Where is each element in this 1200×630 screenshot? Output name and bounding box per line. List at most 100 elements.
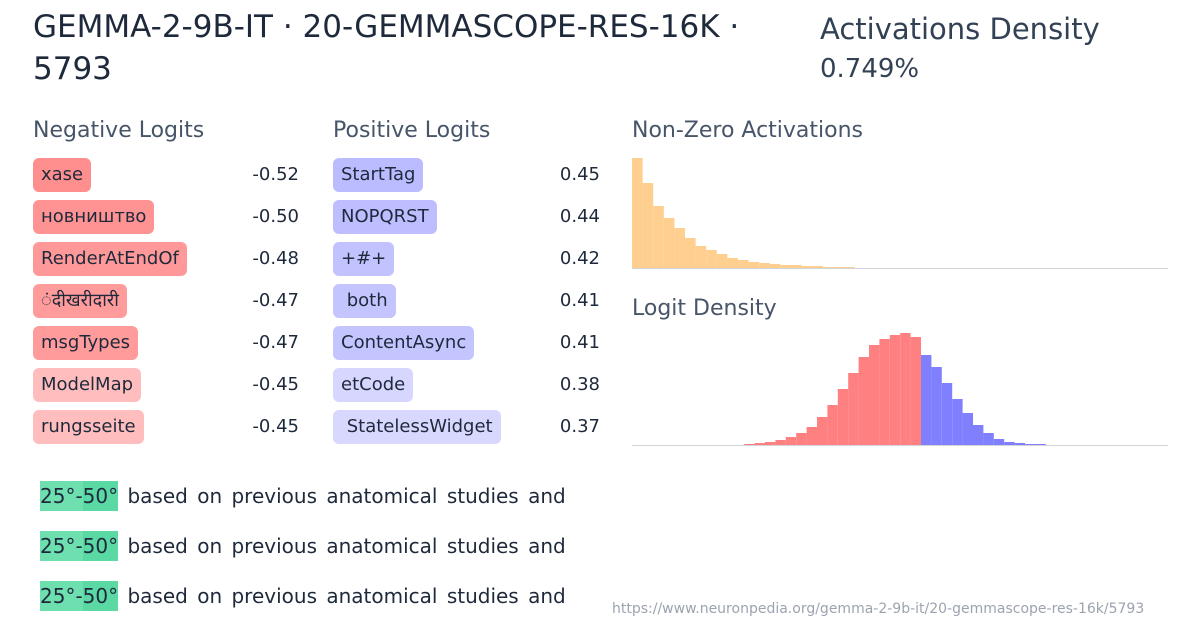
token-chip: +#+ bbox=[333, 242, 395, 276]
logit-value: -0.52 bbox=[252, 164, 299, 185]
bar bbox=[931, 367, 942, 445]
bar bbox=[1025, 444, 1036, 445]
example-row: 25°-50° based on previous anatomical stu… bbox=[40, 529, 566, 563]
token-chip: rungsseite bbox=[33, 410, 144, 444]
bar bbox=[973, 425, 984, 445]
token: 50° bbox=[82, 581, 119, 611]
token-chip: ंदीखरीदारी bbox=[33, 284, 127, 318]
bar bbox=[727, 258, 738, 268]
bar bbox=[706, 250, 717, 268]
bar bbox=[632, 158, 643, 268]
example-row: 25°-50° based on previous anatomical stu… bbox=[40, 479, 566, 513]
token-chip: StartTag bbox=[333, 158, 424, 192]
density-value: 0.749% bbox=[820, 54, 920, 84]
token-chip: both bbox=[333, 284, 396, 318]
bar bbox=[941, 383, 953, 445]
token-chip: etCode bbox=[333, 368, 414, 402]
bar bbox=[827, 405, 838, 445]
token: 25°- bbox=[40, 481, 83, 511]
bar bbox=[983, 433, 994, 445]
bar bbox=[796, 433, 807, 445]
bar bbox=[674, 228, 685, 268]
bar bbox=[1035, 444, 1046, 445]
logit-value: -0.50 bbox=[252, 206, 299, 227]
bar bbox=[993, 439, 1005, 445]
bar bbox=[1004, 442, 1015, 445]
logit-density-header: Logit Density bbox=[632, 296, 777, 321]
bar bbox=[754, 443, 765, 445]
token: 25°- bbox=[40, 531, 83, 561]
bar bbox=[833, 267, 844, 268]
density-label: Activations Density bbox=[820, 12, 1100, 46]
negative-header: Negative Logits bbox=[33, 118, 205, 143]
bar bbox=[716, 254, 728, 268]
bar bbox=[775, 440, 786, 445]
token: 25°- bbox=[40, 581, 83, 611]
logit-value: 0.38 bbox=[559, 374, 600, 395]
bar bbox=[791, 265, 802, 268]
token-chip: xase bbox=[33, 158, 92, 192]
bar bbox=[844, 267, 855, 268]
token-chip: StatelessWidget bbox=[333, 410, 501, 444]
bar bbox=[812, 266, 823, 268]
url: https://www.neuronpedia.org/gemma-2-9b-i… bbox=[612, 601, 1145, 617]
bar bbox=[642, 183, 654, 268]
bar bbox=[879, 339, 890, 445]
bar bbox=[653, 206, 664, 268]
example-row: 25°-50° based on previous anatomical stu… bbox=[40, 579, 566, 613]
bar bbox=[1014, 443, 1025, 445]
bar bbox=[785, 437, 797, 445]
bar bbox=[817, 417, 828, 445]
token-chip: ContentAsync bbox=[333, 326, 475, 360]
bar bbox=[848, 373, 859, 445]
token: based on previous anatomical studies and bbox=[118, 484, 566, 508]
bar bbox=[695, 246, 707, 268]
token: 50° bbox=[82, 481, 119, 511]
logit-value: 0.42 bbox=[559, 248, 600, 269]
bar bbox=[744, 444, 755, 445]
bar bbox=[806, 427, 817, 445]
bar bbox=[858, 357, 869, 445]
logit-value: -0.47 bbox=[252, 332, 299, 353]
logit-value: -0.45 bbox=[252, 416, 299, 437]
token-chip: ModelMap bbox=[33, 368, 142, 402]
bar bbox=[910, 337, 921, 445]
bar bbox=[962, 413, 973, 445]
bar bbox=[921, 355, 932, 445]
bar bbox=[952, 399, 963, 445]
bar bbox=[900, 333, 911, 445]
bar bbox=[801, 266, 813, 268]
activations-header: Non-Zero Activations bbox=[632, 118, 864, 143]
bar bbox=[765, 442, 776, 445]
bar bbox=[759, 263, 770, 268]
bar bbox=[869, 345, 880, 445]
logit-value: 0.44 bbox=[559, 206, 600, 227]
logit-value: 0.45 bbox=[559, 164, 600, 185]
token: 50° bbox=[82, 531, 119, 561]
bar bbox=[738, 260, 749, 268]
logit-value: -0.48 bbox=[252, 248, 299, 269]
bar bbox=[663, 218, 675, 268]
bar bbox=[837, 389, 849, 445]
title: GEMMA-2-9B-IT · 20-GEMMASCOPE-RES-16K · … bbox=[33, 9, 740, 87]
logit-value: -0.47 bbox=[252, 290, 299, 311]
token: based on previous anatomical studies and bbox=[118, 534, 566, 558]
token-chip: RenderAtEndOf bbox=[33, 242, 187, 276]
bar bbox=[685, 238, 696, 268]
token-chip: NOPQRST bbox=[333, 200, 437, 234]
bar bbox=[748, 262, 760, 268]
logit-value: -0.45 bbox=[252, 374, 299, 395]
logit-value: 0.37 bbox=[559, 416, 600, 437]
bar bbox=[780, 265, 791, 268]
positive-header: Positive Logits bbox=[333, 118, 491, 143]
bar bbox=[769, 264, 781, 268]
logit-value: 0.41 bbox=[559, 290, 600, 311]
bar bbox=[889, 335, 901, 445]
token-chip: msgTypes bbox=[33, 326, 139, 360]
bar bbox=[822, 267, 834, 268]
token: based on previous anatomical studies and bbox=[118, 584, 566, 608]
token-chip: новништво bbox=[33, 200, 155, 234]
logit-value: 0.41 bbox=[559, 332, 600, 353]
